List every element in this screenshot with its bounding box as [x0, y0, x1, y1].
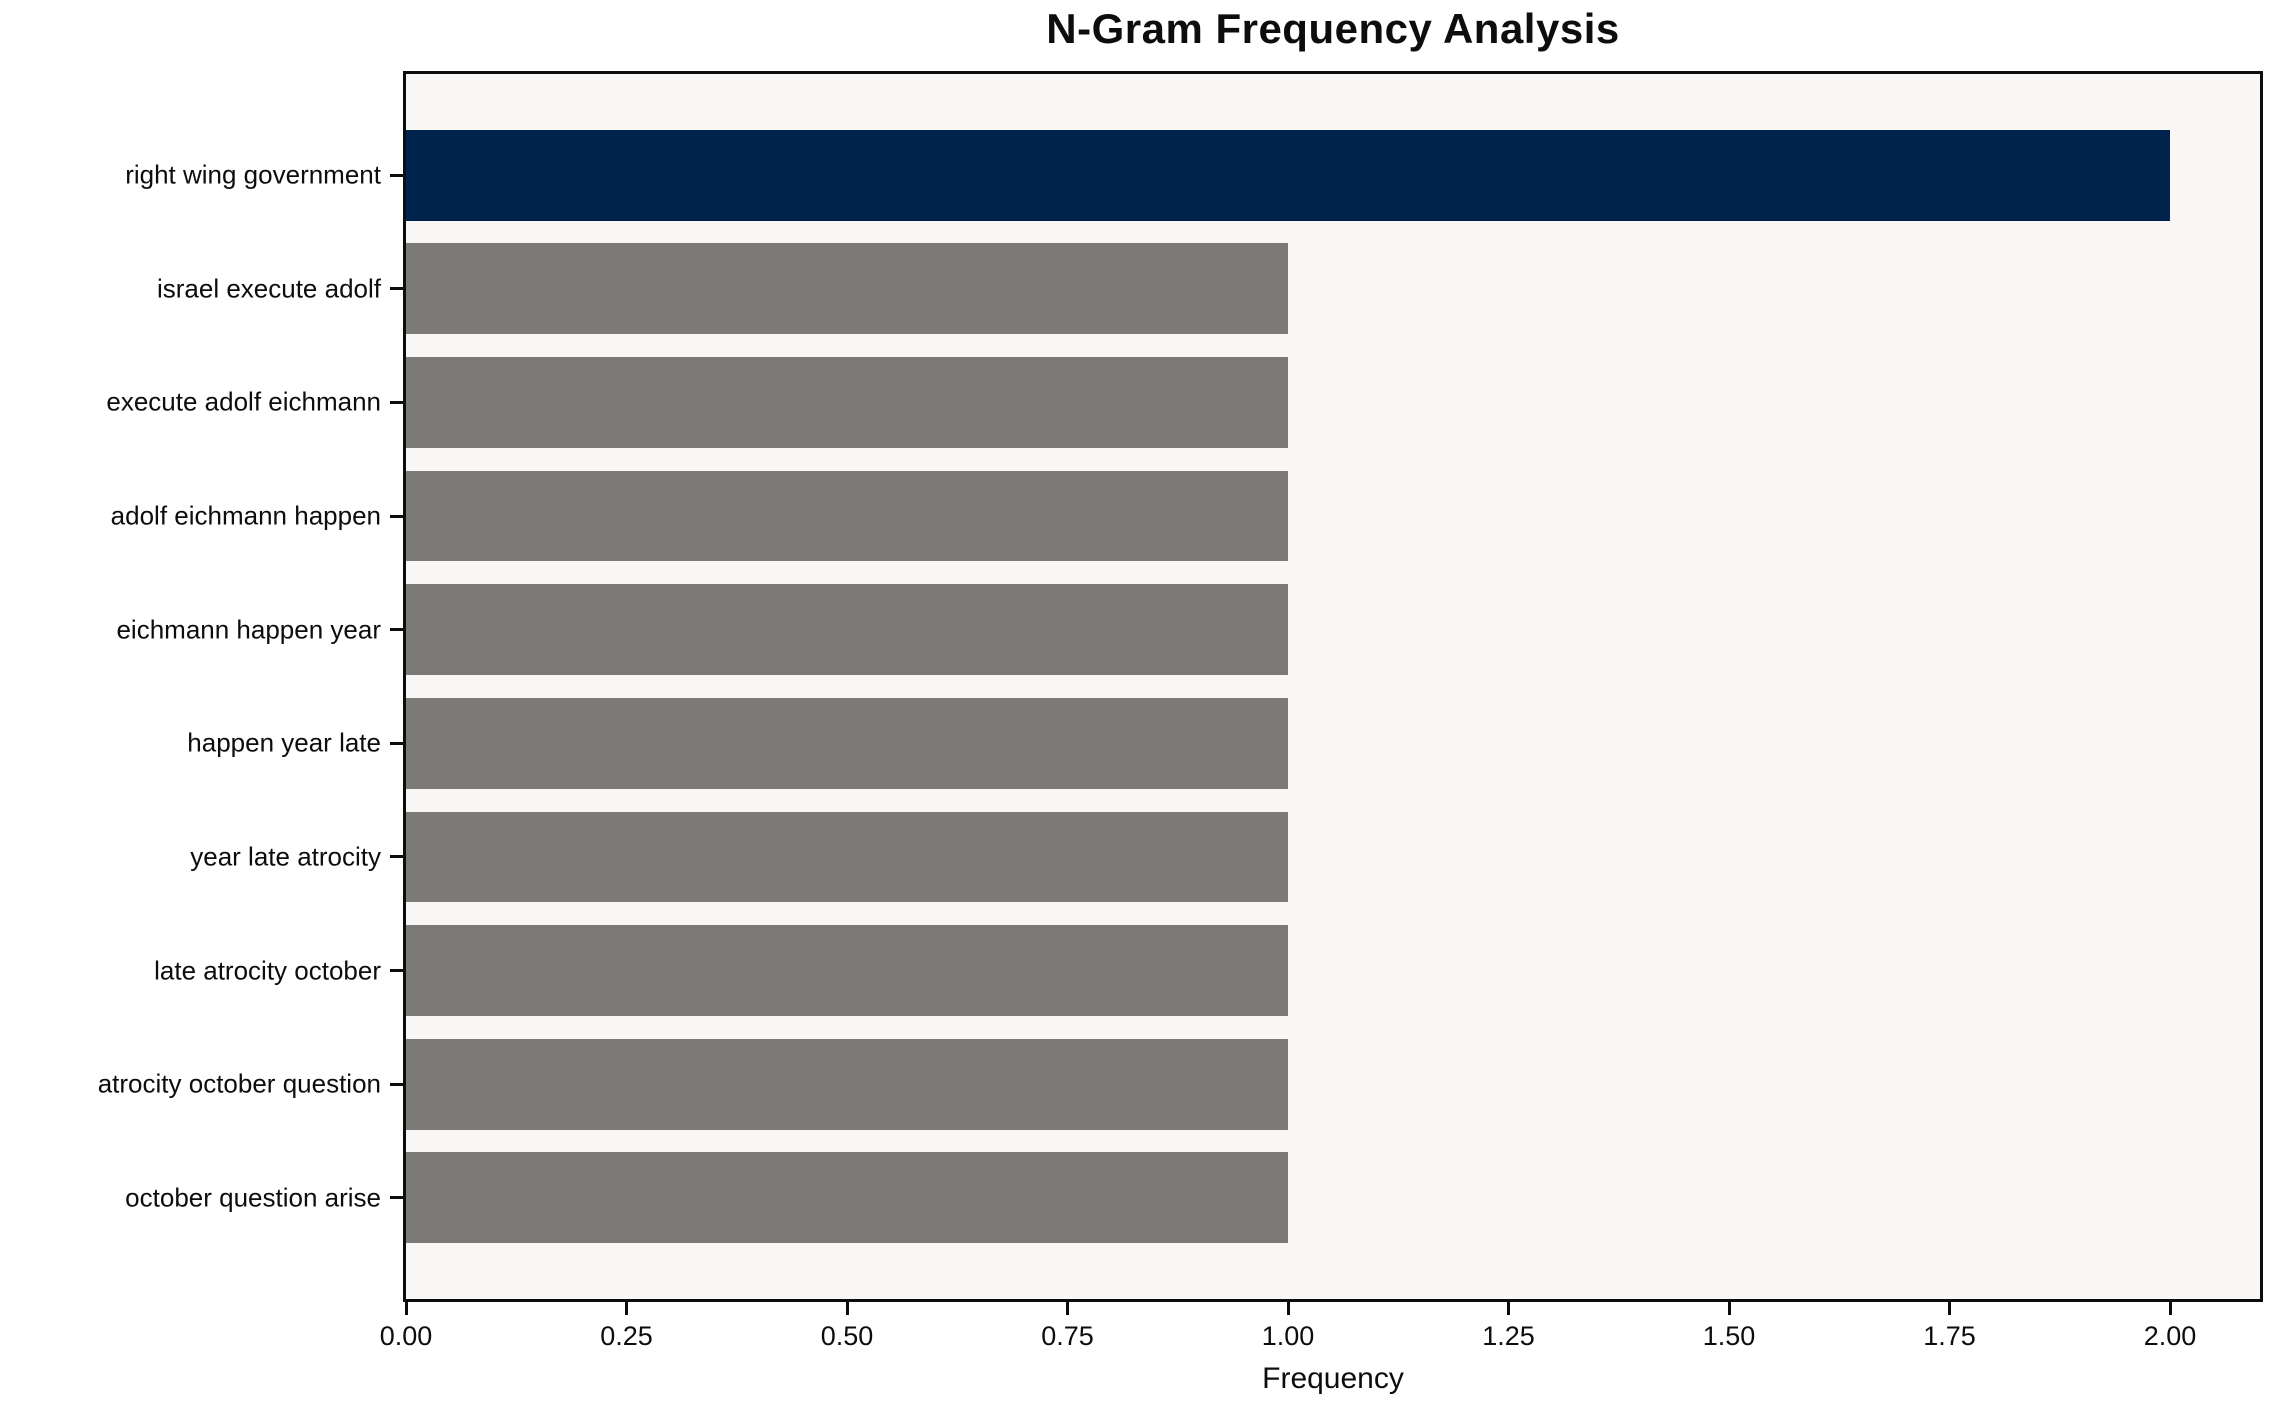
y-tick-mark: [390, 1082, 403, 1086]
x-tick-label: 0.50: [820, 1321, 874, 1351]
y-axis-label: atrocity october question: [97, 1068, 381, 1099]
x-tick-label: 1.50: [1702, 1321, 1756, 1351]
bar: [406, 470, 1289, 562]
y-axis-label: eichmann happen year: [116, 614, 381, 645]
x-tick-mark: [1948, 1302, 1952, 1315]
bar: [406, 697, 1289, 789]
y-axis-label: october question arise: [125, 1182, 381, 1213]
x-axis-label: Frequency: [1262, 1362, 1404, 1395]
x-tick-label: 0.75: [1041, 1321, 1094, 1351]
x-tick-mark: [404, 1302, 408, 1315]
bar: [406, 129, 2171, 221]
x-tick-label: 0.25: [600, 1321, 653, 1351]
bar: [406, 811, 1289, 903]
x-tick-mark: [845, 1302, 849, 1315]
y-axis-label: adolf eichmann happen: [110, 500, 381, 531]
y-tick-mark: [390, 514, 403, 518]
bar: [406, 1038, 1289, 1130]
y-tick-mark: [390, 287, 403, 291]
x-tick-mark: [1727, 1302, 1731, 1315]
y-axis-label: happen year late: [187, 727, 381, 758]
y-axis-label: late atrocity october: [154, 955, 381, 986]
x-tick-mark: [1507, 1302, 1511, 1315]
plot-area: [403, 71, 2263, 1302]
x-tick-mark: [1286, 1302, 1290, 1315]
bar: [406, 925, 1289, 1017]
y-tick-mark: [390, 173, 403, 177]
y-tick-mark: [390, 969, 403, 973]
bar: [406, 356, 1289, 448]
bar: [406, 243, 1289, 335]
y-tick-mark: [390, 855, 403, 859]
x-tick-mark: [1066, 1302, 1069, 1315]
y-axis-label: israel execute adolf: [156, 273, 381, 304]
x-tick-label: 2.00: [2143, 1321, 2197, 1351]
y-axis-label: execute adolf eichmann: [106, 386, 381, 417]
y-axis-label: right wing government: [125, 159, 381, 190]
y-axis-label: year late atrocity: [190, 841, 381, 872]
x-tick-mark: [625, 1302, 628, 1315]
bar: [406, 584, 1289, 676]
y-tick-mark: [390, 400, 403, 404]
y-tick-mark: [390, 628, 403, 632]
bar: [406, 1152, 1289, 1244]
y-tick-mark: [390, 741, 403, 745]
x-tick-label: 0.00: [379, 1321, 433, 1351]
y-tick-mark: [390, 1196, 403, 1200]
chart-title: N-Gram Frequency Analysis: [1046, 5, 1620, 52]
x-tick-label: 1.00: [1261, 1321, 1315, 1351]
x-tick-label: 1.75: [1923, 1321, 1976, 1351]
x-tick-label: 1.25: [1482, 1321, 1535, 1351]
x-tick-mark: [2168, 1302, 2172, 1315]
